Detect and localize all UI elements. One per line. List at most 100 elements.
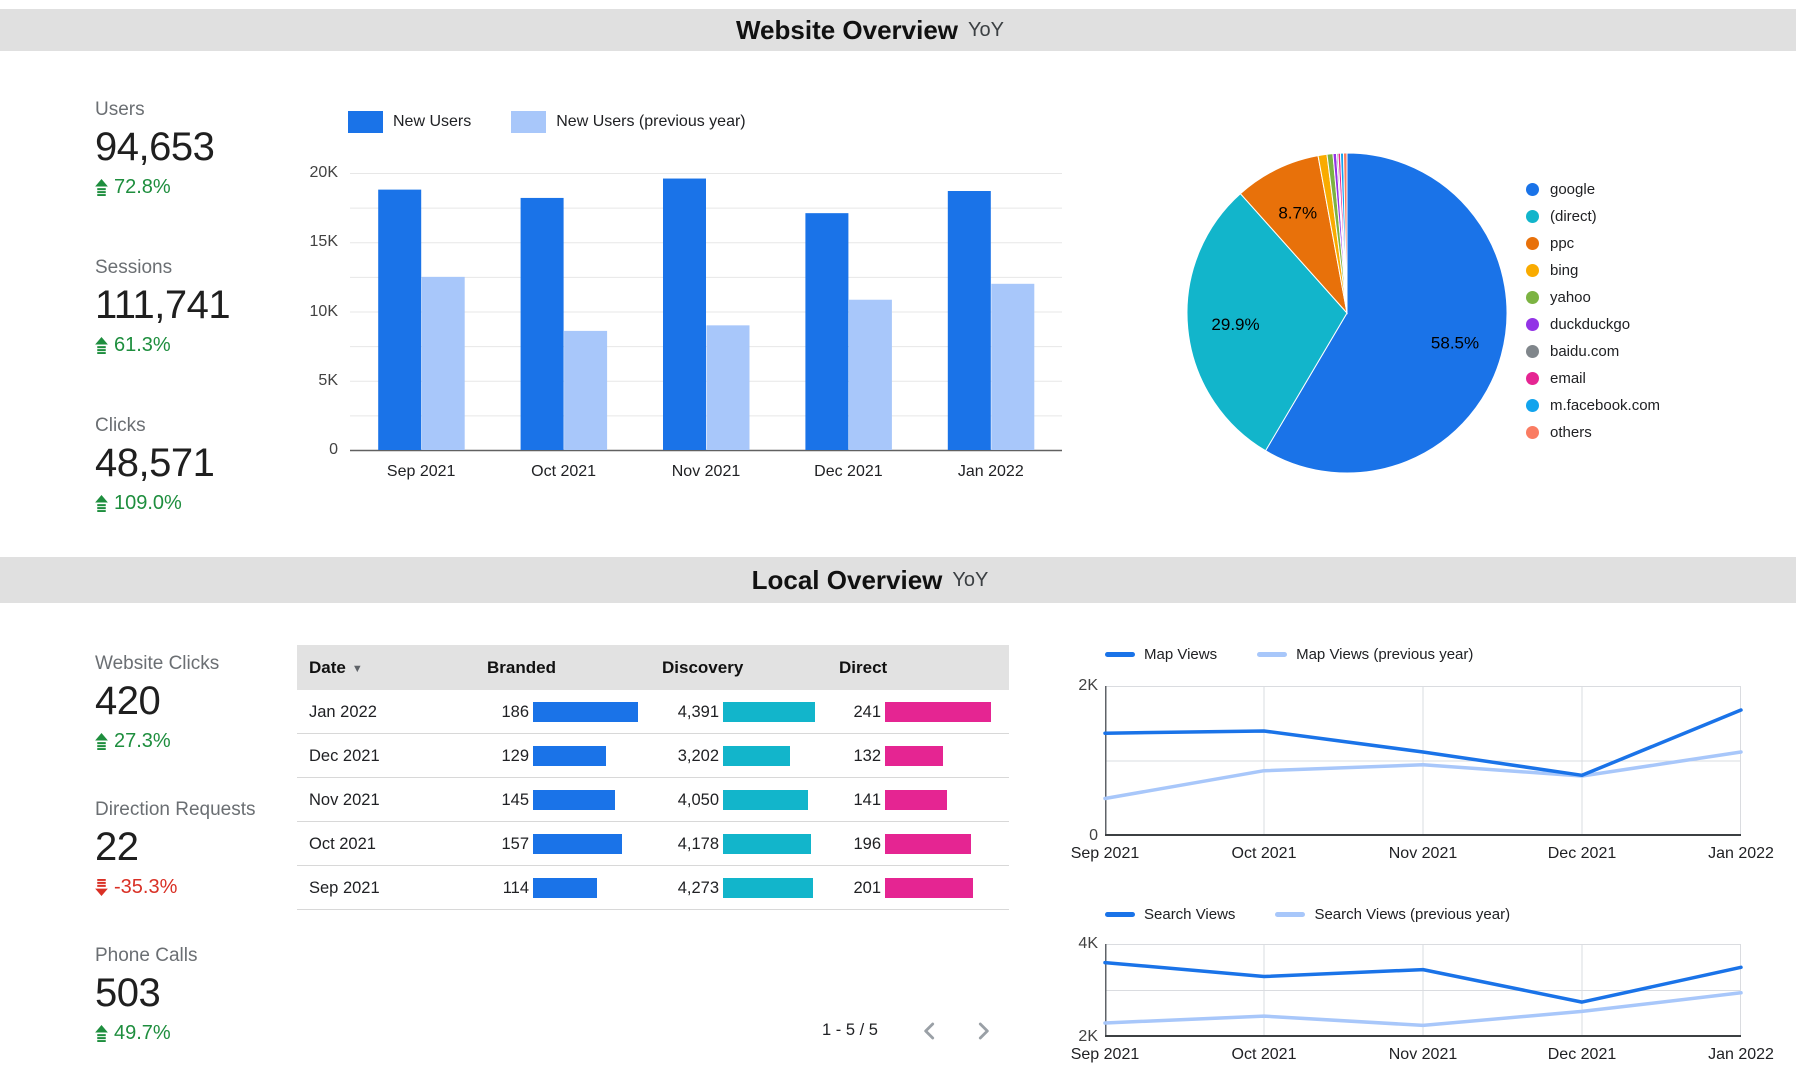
search-views-line-chart[interactable]: Search Views Search Views (previous year)… xyxy=(1060,900,1796,1076)
legend-dot-icon xyxy=(1526,372,1539,385)
table-cell-direct: 201 xyxy=(853,879,881,897)
table-cell-direct: 241 xyxy=(853,703,881,721)
x-axis-label: Oct 2021 xyxy=(1231,845,1297,862)
scorecard-label: Website Clicks xyxy=(95,653,220,674)
table-column-header-date[interactable]: Date ▼ xyxy=(309,658,363,677)
line-series[interactable] xyxy=(1103,750,1743,801)
sort-descending-icon: ▼ xyxy=(351,663,363,675)
table-column-header-branded[interactable]: Branded xyxy=(487,658,556,677)
x-axis-label: Sep 2021 xyxy=(386,463,456,480)
legend-label: New Users (previous year) xyxy=(556,113,746,130)
bar-current[interactable] xyxy=(378,189,422,450)
y-axis-label: 20K xyxy=(309,164,338,181)
pie-slice-ppc[interactable] xyxy=(1239,155,1348,315)
legend-dot-icon xyxy=(1526,318,1539,331)
pie-slice-google[interactable] xyxy=(1264,152,1508,474)
legend-label: email xyxy=(1550,370,1586,387)
table-cell-date: Dec 2021 xyxy=(309,747,380,765)
arrow-up-icon xyxy=(95,178,108,196)
x-axis-label: Oct 2021 xyxy=(1231,1046,1297,1063)
legend-dot-icon xyxy=(1526,345,1539,358)
scorecard-label: Sessions xyxy=(95,257,173,278)
local-actions-table: Date ▼ Branded Discovery Direct Jan 2022 186 4,… xyxy=(297,645,1009,915)
table-cell-date: Jan 2022 xyxy=(309,703,377,721)
scorecard-value: 48,571 xyxy=(95,441,215,485)
scorecard-delta: 109.0% xyxy=(114,492,182,514)
website-section-title: Website Overview xyxy=(735,14,959,45)
table-next-page-button[interactable] xyxy=(970,1018,996,1044)
line-chart-legend: Map Views Map Views (previous year) xyxy=(1105,646,1513,663)
y-axis-label: 5K xyxy=(318,371,338,389)
bar-previous[interactable] xyxy=(421,276,465,450)
pie-legend-item: others xyxy=(1526,419,1660,446)
map-views-line-chart[interactable]: Map Views Map Views (previous year) 0 2K Sep… xyxy=(1060,640,1796,875)
bar-chart-plot[interactable] xyxy=(350,173,1062,452)
pie-legend-item: ppc xyxy=(1526,230,1660,257)
scorecard-delta: 49.7% xyxy=(114,1022,171,1044)
pie-legend-item: email xyxy=(1526,365,1660,392)
table-row: Dec 2021 129 3,202 132 xyxy=(297,734,1009,778)
legend-label: Search Views xyxy=(1144,906,1236,923)
line-series[interactable] xyxy=(1103,991,1743,1028)
scorecard-clicks: Clicks 48,571 109.0% xyxy=(95,414,325,516)
legend-dot-icon xyxy=(1526,399,1539,412)
table-cell-branded: 129 xyxy=(501,747,529,765)
pie-slice-(direct)[interactable] xyxy=(1186,192,1348,452)
legend-label: m.facebook.com xyxy=(1550,397,1661,414)
table-cell-bar-direct xyxy=(885,878,974,898)
traffic-sources-pie-chart[interactable]: 58.5% 29.9% 8.7% google (direct) ppc bing yahoo… xyxy=(1150,140,1796,485)
arrow-up-icon xyxy=(95,1024,108,1042)
table-prev-page-button[interactable] xyxy=(917,1018,943,1044)
table-cell-direct: 196 xyxy=(853,835,881,853)
pie-slice-others[interactable] xyxy=(1342,152,1348,314)
legend-swatch xyxy=(511,111,547,133)
bar-current[interactable] xyxy=(805,213,849,450)
bar-previous[interactable] xyxy=(564,330,608,450)
table-row: Nov 2021 145 4,050 141 xyxy=(297,778,1009,822)
y-axis-label: 2K xyxy=(1078,677,1098,694)
scorecard-phone-calls: Phone Calls 503 49.7% xyxy=(95,944,325,1046)
x-axis-label: Dec 2021 xyxy=(814,463,883,480)
x-axis-label: Sep 2021 xyxy=(1070,845,1140,862)
table-row: Oct 2021 157 4,178 196 xyxy=(297,822,1009,866)
legend-label: Map Views xyxy=(1144,646,1218,663)
table-column-header-discovery[interactable]: Discovery xyxy=(662,658,744,677)
bar-current[interactable] xyxy=(947,191,991,450)
local-section-header: Local Overview YoY xyxy=(0,557,1796,603)
legend-item: Search Views (previous year) xyxy=(1275,906,1510,923)
legend-dot-icon xyxy=(1526,183,1539,196)
table-cell-bar-discovery xyxy=(723,790,808,810)
legend-dot-icon xyxy=(1526,264,1539,277)
y-axis-label: 10K xyxy=(309,302,338,320)
scorecard-delta: 72.8% xyxy=(114,176,171,198)
bar-current[interactable] xyxy=(520,197,564,450)
line-chart-plot[interactable] xyxy=(1103,686,1743,836)
legend-dot-icon xyxy=(1526,237,1539,250)
line-series[interactable] xyxy=(1103,960,1743,1004)
x-axis-label: Nov 2021 xyxy=(1388,1046,1458,1063)
table-column-header-direct[interactable]: Direct xyxy=(839,658,888,677)
bar-current[interactable] xyxy=(663,178,706,451)
x-axis-label: Nov 2021 xyxy=(671,463,741,480)
legend-item: Search Views xyxy=(1105,906,1235,923)
x-axis-label: Jan 2022 xyxy=(1708,1046,1774,1063)
local-section-subtitle: YoY xyxy=(952,568,989,591)
y-axis-label: 2K xyxy=(1078,1028,1098,1045)
legend-line-swatch xyxy=(1257,652,1288,657)
new-users-bar-chart[interactable]: New Users New Users (previous year) Sep 20… xyxy=(290,105,1070,490)
pie-plot[interactable]: 58.5% 29.9% 8.7% xyxy=(1182,148,1512,478)
legend-label: yahoo xyxy=(1550,289,1591,306)
bar-previous[interactable] xyxy=(706,325,750,450)
scorecard-value: 503 xyxy=(95,971,161,1015)
scorecard-label: Clicks xyxy=(95,415,146,436)
legend-line-swatch xyxy=(1105,652,1135,657)
line-chart-plot[interactable] xyxy=(1103,944,1743,1037)
x-axis-label: Nov 2021 xyxy=(1388,845,1458,862)
legend-label: baidu.com xyxy=(1550,343,1620,360)
bar-previous[interactable] xyxy=(991,283,1035,450)
line-series[interactable] xyxy=(1103,708,1743,778)
legend-dot-icon xyxy=(1526,291,1539,304)
scorecard-direction-requests: Direction Requests 22 -35.3% xyxy=(95,798,325,900)
bar-previous[interactable] xyxy=(848,299,892,450)
table-pagination-label: 1 - 5 / 5 xyxy=(822,1021,878,1039)
